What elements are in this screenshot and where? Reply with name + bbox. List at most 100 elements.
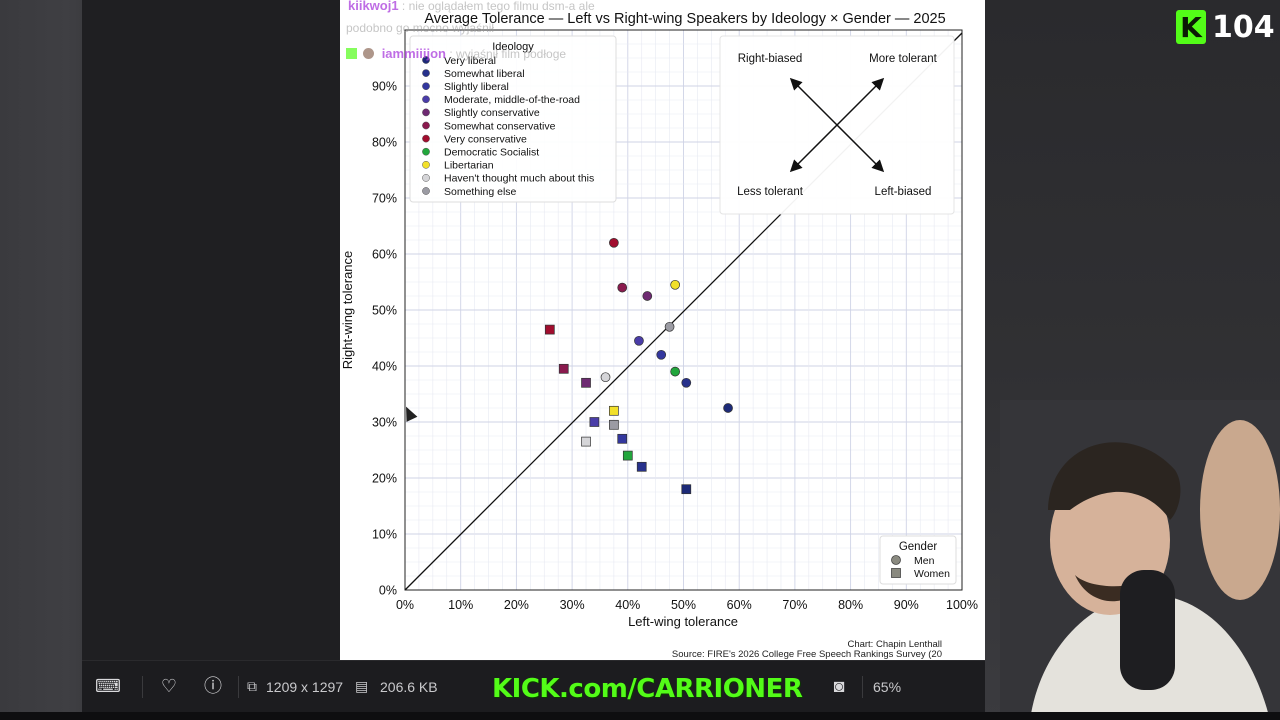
kick-channel-logo: KICK.com/CARRIONER bbox=[492, 674, 803, 704]
ideology-legend-label: Something else bbox=[444, 186, 517, 198]
toolbar-divider bbox=[142, 676, 143, 698]
info-icon[interactable]: ⓘ bbox=[204, 676, 222, 696]
y-tick-label: 10% bbox=[372, 528, 397, 542]
zoom-level[interactable]: 65% bbox=[873, 679, 902, 695]
ideology-legend-marker bbox=[422, 82, 430, 91]
ideology-legend-marker bbox=[422, 108, 430, 117]
y-tick-label: 30% bbox=[372, 416, 397, 430]
ideology-legend-marker bbox=[422, 160, 430, 169]
keyboard-icon[interactable]: ⌨ bbox=[95, 676, 121, 696]
data-point-men bbox=[670, 366, 680, 377]
y-tick-label: 50% bbox=[372, 304, 397, 318]
quadrant-legend: Right-biased More tolerant Less tolerant… bbox=[719, 35, 955, 215]
file-size-icon: ▤ bbox=[355, 678, 369, 694]
x-tick-label: 50% bbox=[671, 598, 696, 612]
x-axis-label: Left-wing tolerance bbox=[628, 614, 738, 629]
ideology-legend-label: Slightly conservative bbox=[444, 107, 540, 119]
viewer-count-badge: K 104 bbox=[1176, 8, 1275, 46]
ideology-legend-label: Very conservative bbox=[444, 133, 527, 145]
x-tick-label: 40% bbox=[615, 598, 640, 612]
gender-men-label: Men bbox=[914, 555, 935, 567]
x-tick-label: 60% bbox=[727, 598, 752, 612]
ideology-legend-marker bbox=[422, 95, 430, 104]
x-tick-label: 0% bbox=[396, 598, 414, 612]
image-dimensions: 1209 x 1297 bbox=[266, 679, 344, 695]
data-point-men bbox=[600, 372, 611, 383]
quadrant-label-bottom-left: Less tolerant bbox=[737, 186, 804, 198]
x-tick-label: 100% bbox=[946, 598, 978, 612]
ideology-legend-label: Slightly liberal bbox=[444, 81, 509, 93]
x-tick-label: 30% bbox=[560, 598, 585, 612]
gender-women-label: Women bbox=[914, 568, 950, 580]
gender-legend-title: Gender bbox=[899, 541, 938, 553]
screenshot-icon[interactable]: ◙ bbox=[833, 676, 845, 696]
x-tick-label: 90% bbox=[894, 598, 919, 612]
data-point-women bbox=[622, 450, 633, 461]
data-point-women bbox=[609, 405, 619, 416]
viewer-count: 104 bbox=[1212, 9, 1275, 45]
data-point-women bbox=[558, 363, 569, 374]
arrow-up-right bbox=[836, 77, 885, 126]
ideology-legend-label: Democratic Socialist bbox=[444, 147, 539, 159]
ideology-legend-marker bbox=[422, 56, 430, 64]
chart-title: Average Tolerance — Left vs Right-wing S… bbox=[424, 11, 945, 27]
gender-legend: Gender Men Women bbox=[879, 535, 957, 585]
viewer-toolbar bbox=[82, 660, 985, 713]
ideology-legend-title: Ideology bbox=[492, 41, 534, 53]
hair bbox=[1048, 442, 1181, 520]
data-point-women bbox=[609, 419, 619, 430]
x-tick-label: 10% bbox=[448, 598, 473, 612]
plot-frame bbox=[404, 29, 963, 591]
webcam-feed bbox=[1000, 400, 1280, 720]
gender-men-marker bbox=[891, 555, 901, 565]
heart-icon[interactable]: ♡ bbox=[160, 676, 178, 696]
chart-svg: 0% 10% 20% 30% 40% 50% 60% 70% 80% 90% 100% 0% 10% 20… bbox=[340, 11, 978, 660]
y-tick-label: 0% bbox=[379, 584, 397, 598]
ideology-legend-label: Libertarian bbox=[444, 160, 494, 172]
data-point-men bbox=[609, 237, 619, 248]
y-tick-label: 20% bbox=[372, 472, 397, 486]
ideology-legend-label: Somewhat liberal bbox=[444, 68, 525, 80]
arrow-down-left bbox=[789, 124, 838, 173]
dimensions-icon: ⧉ bbox=[247, 678, 257, 694]
data-point-men bbox=[664, 321, 675, 332]
x-tick-label: 70% bbox=[782, 598, 807, 612]
y-tick-label: 80% bbox=[372, 136, 397, 150]
x-tick-label: 20% bbox=[504, 598, 529, 612]
ideology-legend-marker bbox=[422, 187, 430, 195]
toolbar-divider bbox=[238, 676, 239, 698]
data-point-men bbox=[723, 403, 733, 413]
y-tick-label: 40% bbox=[372, 360, 397, 374]
data-point-women bbox=[681, 484, 692, 495]
quadrant-label-top-left: Right-biased bbox=[738, 53, 803, 65]
data-point-men bbox=[656, 349, 667, 360]
data-point-women bbox=[544, 324, 555, 335]
ideology-legend-label: Moderate, middle-of-the-road bbox=[444, 94, 580, 106]
y-tick-label: 70% bbox=[372, 192, 397, 206]
data-point-men bbox=[634, 335, 644, 346]
y-tick-label: 90% bbox=[372, 80, 397, 94]
ideology-legend-marker bbox=[422, 174, 430, 182]
raised-hand bbox=[1200, 420, 1280, 600]
kick-k-icon: K bbox=[1176, 10, 1206, 44]
bottom-strip bbox=[0, 712, 1280, 720]
microphone bbox=[1120, 570, 1175, 690]
ideology-legend-label: Very liberal bbox=[444, 55, 496, 67]
quadrant-label-top-right: More tolerant bbox=[869, 53, 938, 65]
ticks: 0% 10% 20% 30% 40% 50% 60% 70% 80% 90% 100% 0% 10% 20… bbox=[372, 80, 978, 613]
ideology-legend-marker bbox=[422, 147, 430, 156]
toolbar-divider bbox=[862, 676, 863, 698]
ideology-legend-label: Haven't thought much about this bbox=[444, 173, 594, 185]
arrow-up-left bbox=[789, 77, 838, 126]
quadrant-label-bottom-right: Left-biased bbox=[875, 186, 932, 198]
data-point-women bbox=[636, 461, 647, 472]
chart-source: Source: FIRE's 2026 College Free Speech … bbox=[672, 649, 942, 660]
x-tick-label: 80% bbox=[838, 598, 863, 612]
chart-image: 0% 10% 20% 30% 40% 50% 60% 70% 80% 90% 100% 0% 10% 20… bbox=[340, 0, 985, 660]
chart-credit: Chart: Chapin Lenthall bbox=[847, 639, 942, 650]
ideology-legend-marker bbox=[422, 121, 430, 130]
gender-women-marker bbox=[891, 568, 901, 578]
data-point-women bbox=[589, 417, 600, 427]
y-axis-label: Right-wing tolerance bbox=[340, 251, 355, 370]
ideology-legend-box bbox=[409, 35, 617, 203]
